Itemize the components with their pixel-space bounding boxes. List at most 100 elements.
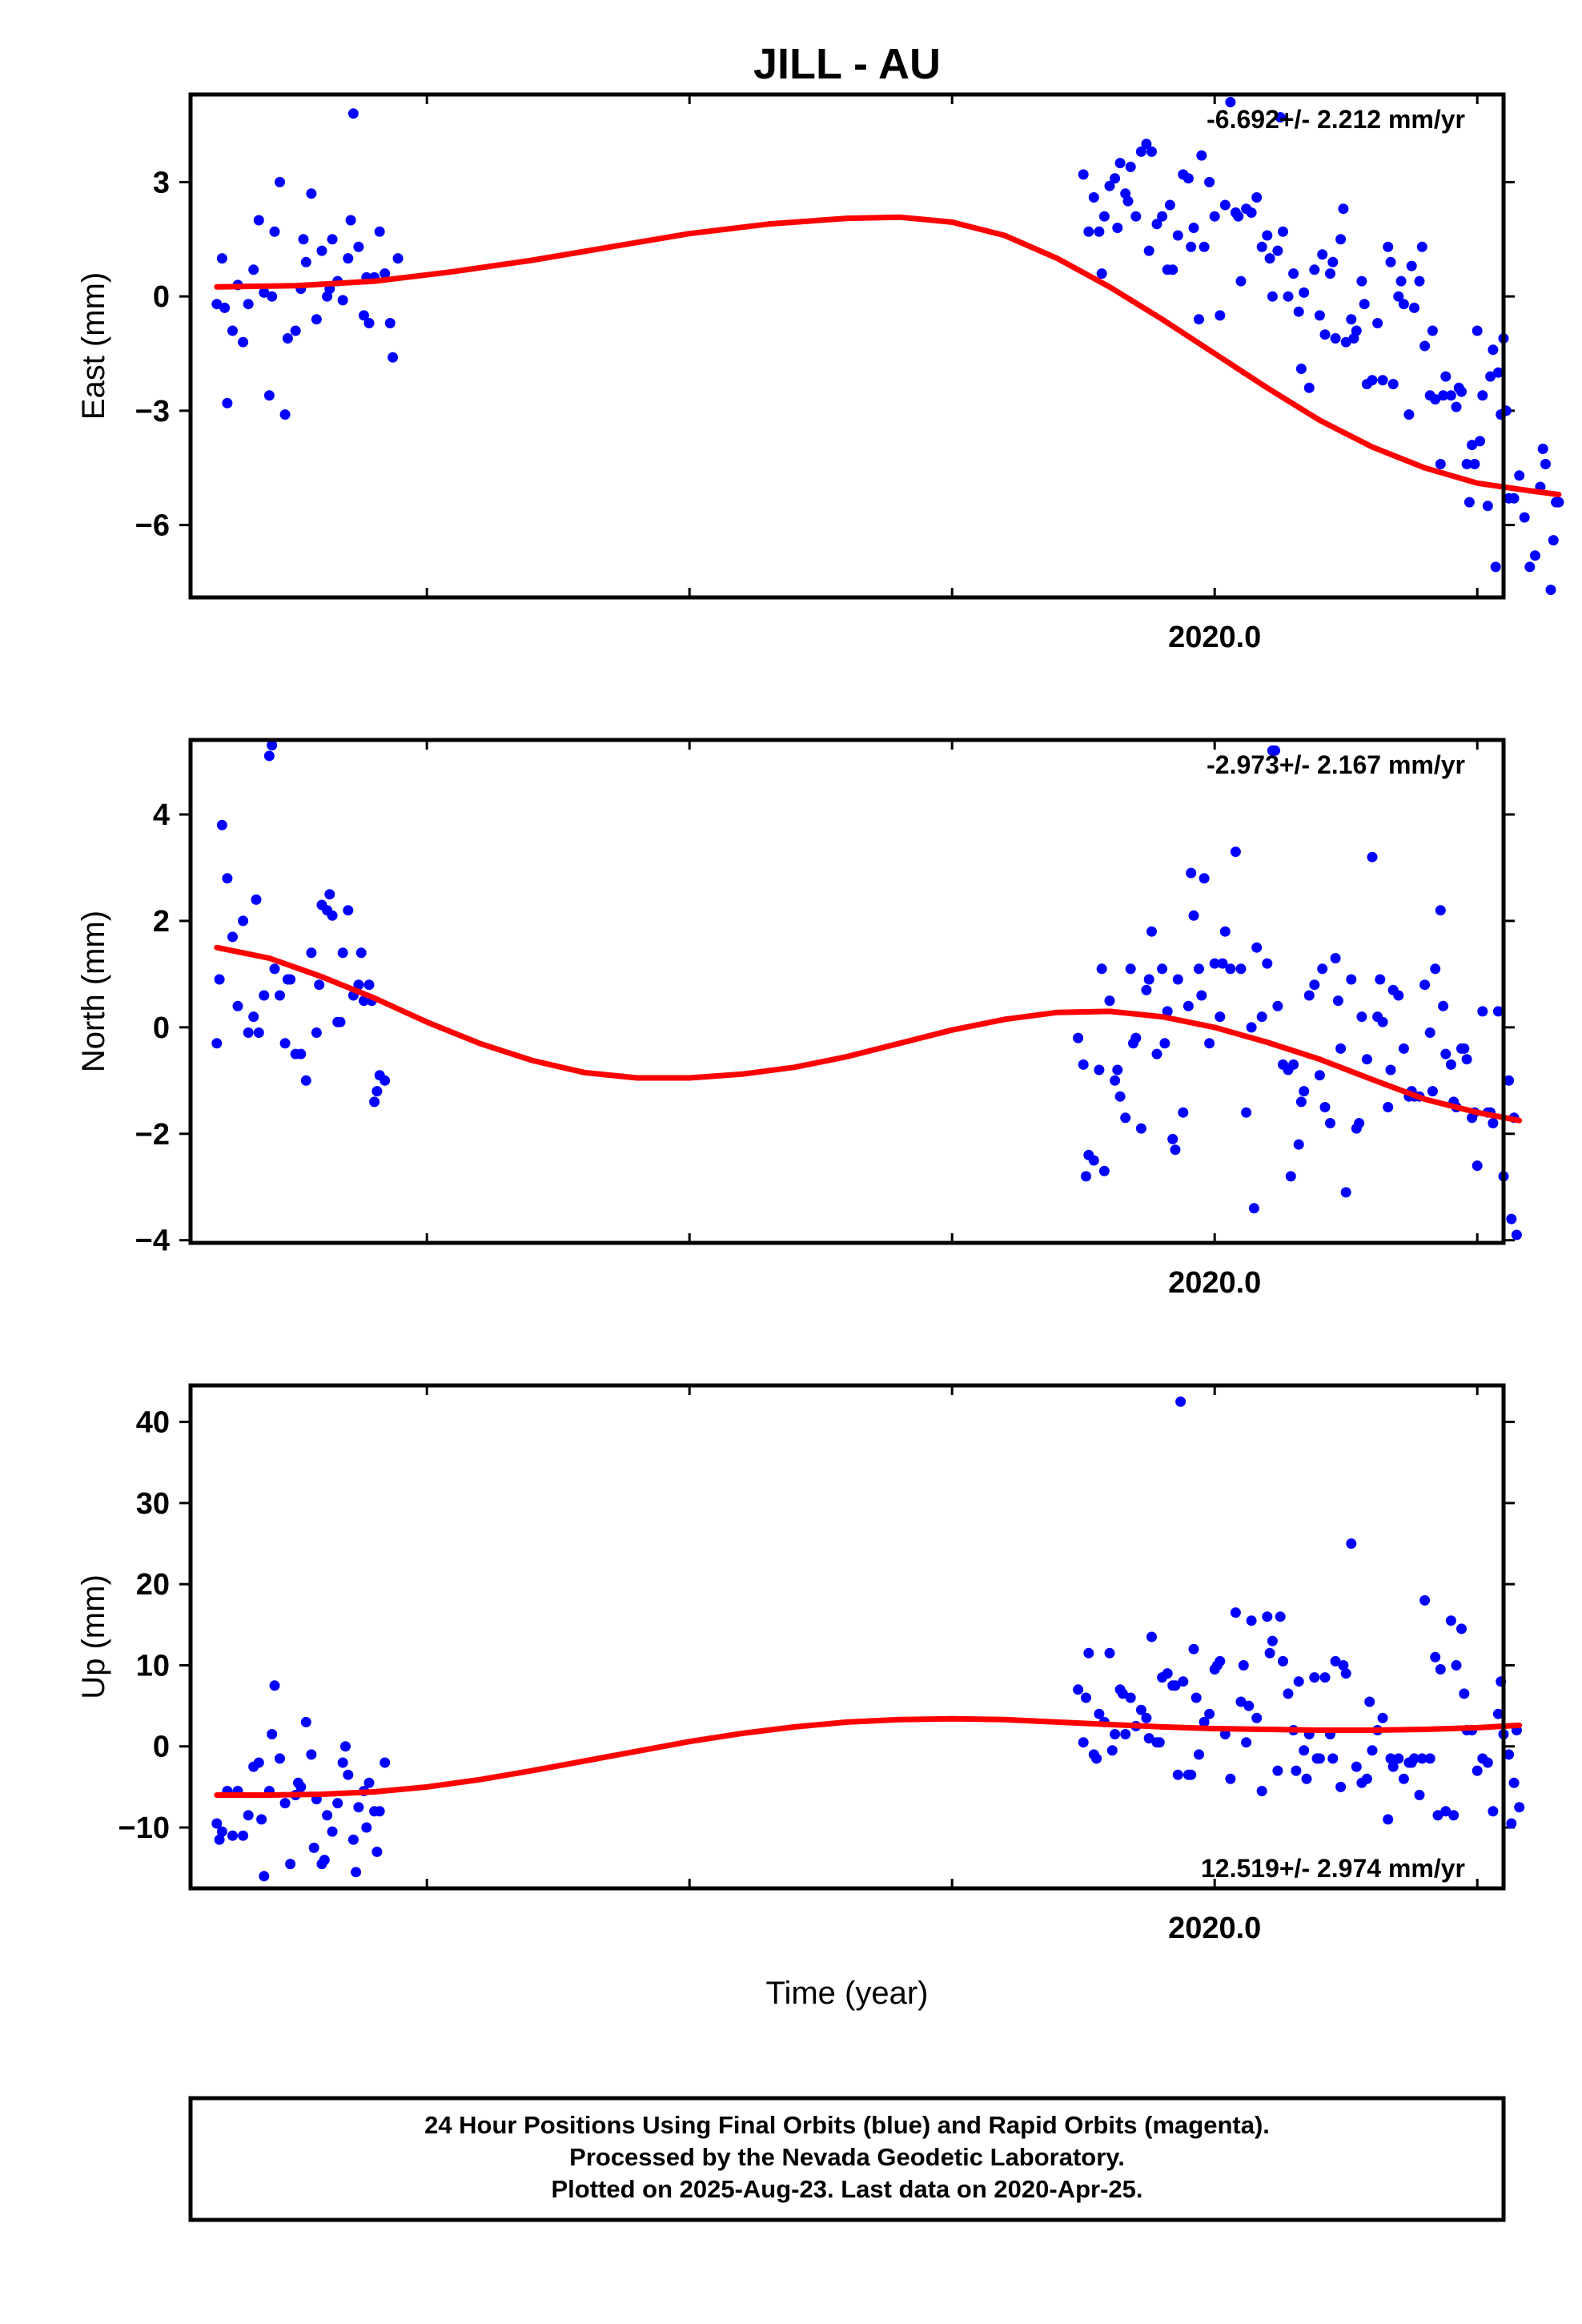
up-data-points (211, 1396, 1525, 1882)
east-data-point (1246, 207, 1257, 218)
east-data-point (1278, 226, 1288, 237)
north-data-point (1196, 990, 1207, 1001)
east-data-point (1445, 390, 1456, 401)
east-data-point (300, 256, 311, 267)
north-y-tick-label: −2 (135, 1118, 170, 1152)
north-data-point (1319, 1102, 1331, 1112)
up-data-point (1191, 1692, 1202, 1703)
east-data-point (374, 226, 385, 237)
east-data-point (1309, 264, 1320, 275)
north-data-point (1427, 1086, 1438, 1097)
up-data-point (1267, 1635, 1278, 1647)
north-data-point (1217, 958, 1228, 969)
east-data-point (379, 268, 391, 279)
up-y-tick-label: 10 (136, 1649, 170, 1683)
up-data-point (374, 1806, 385, 1817)
east-data-point (1351, 325, 1362, 336)
east-data-point (1427, 325, 1438, 336)
north-data-point (1135, 1123, 1146, 1134)
up-data-point (1188, 1643, 1199, 1655)
up-data-point (347, 1834, 359, 1845)
north-data-point (1146, 926, 1157, 937)
east-data-point (384, 318, 396, 328)
east-data-point (1416, 241, 1427, 252)
up-data-point (1299, 1745, 1310, 1756)
up-data-point (1078, 1737, 1089, 1748)
north-data-point (1317, 963, 1328, 975)
north-data-point (379, 1075, 391, 1086)
up-data-point (1338, 1660, 1349, 1671)
east-data-point (1435, 459, 1446, 469)
north-data-point (251, 894, 262, 905)
up-data-point (1094, 1708, 1105, 1719)
east-data-point (1267, 291, 1278, 302)
east-data-points (211, 97, 1564, 595)
east-data-point (1122, 195, 1134, 207)
up-y-tick-labels: 40 30 20 10 0 −10 (118, 1406, 170, 1845)
east-data-point (1094, 226, 1105, 237)
north-y-tick-label: 2 (153, 905, 170, 939)
north-data-point (1346, 974, 1357, 985)
up-data-point (306, 1749, 317, 1760)
up-data-point (1238, 1660, 1249, 1671)
east-data-point (1327, 256, 1339, 267)
east-data-point (359, 310, 369, 321)
north-x-tick-label: 2020.0 (1168, 1266, 1261, 1300)
east-data-point (269, 226, 280, 237)
east-data-point (1419, 340, 1431, 352)
east-data-point (238, 336, 249, 348)
up-data-point (1419, 1594, 1431, 1606)
north-data-point (355, 947, 367, 959)
north-data-point (359, 995, 369, 1007)
east-data-point (1225, 97, 1236, 107)
up-data-point (267, 1729, 278, 1739)
east-data-point (1367, 375, 1378, 386)
north-rate-annotation: -2.973+/- 2.167 mm/yr (1207, 750, 1465, 779)
up-data-point (363, 1777, 375, 1788)
up-data-point (1275, 1611, 1286, 1622)
north-data-point (1248, 1203, 1259, 1214)
up-data-point (1364, 1696, 1375, 1707)
east-data-point (1283, 291, 1294, 302)
up-data-point (256, 1814, 267, 1825)
north-data-point (1419, 979, 1431, 991)
up-data-point (1162, 1668, 1173, 1679)
up-data-point (1506, 1818, 1517, 1829)
north-data-point (1377, 1016, 1388, 1027)
north-data-point (269, 963, 280, 975)
up-data-point (1291, 1765, 1302, 1776)
north-plot-frame (188, 738, 1506, 1245)
east-x-tick-label: 2020.0 (1168, 621, 1261, 654)
east-data-point (1130, 211, 1142, 222)
east-model-curve (214, 214, 1562, 497)
up-data-point (295, 1781, 307, 1792)
up-data-point (1272, 1765, 1283, 1776)
up-data-point (1448, 1810, 1460, 1821)
north-data-point (1438, 1000, 1449, 1011)
east-data-point (216, 253, 227, 264)
east-data-point (1078, 169, 1089, 180)
east-data-point (1403, 409, 1415, 420)
east-data-point (1393, 291, 1404, 302)
up-data-point (1435, 1664, 1446, 1675)
north-data-point (1170, 1144, 1181, 1156)
east-data-point (1477, 390, 1488, 401)
north-data-point (1445, 1059, 1456, 1070)
east-data-point (1377, 375, 1388, 386)
north-data-point (1393, 990, 1404, 1001)
east-data-point (311, 314, 322, 325)
up-data-point (1230, 1607, 1241, 1618)
east-data-point (267, 291, 278, 302)
east-data-point (306, 188, 317, 199)
up-data-point (1278, 1655, 1288, 1667)
east-data-point (1414, 275, 1425, 287)
east-data-point (316, 245, 327, 256)
up-data-point (1125, 1692, 1136, 1703)
east-data-point (1264, 253, 1275, 264)
up-data-point (211, 1818, 223, 1829)
up-data-point (1387, 1761, 1399, 1772)
east-data-point (1215, 310, 1226, 321)
up-data-point (1340, 1668, 1351, 1679)
north-data-point (300, 1075, 311, 1086)
footer-line-2: Processed by the Nevada Geodetic Laborat… (569, 2143, 1125, 2171)
